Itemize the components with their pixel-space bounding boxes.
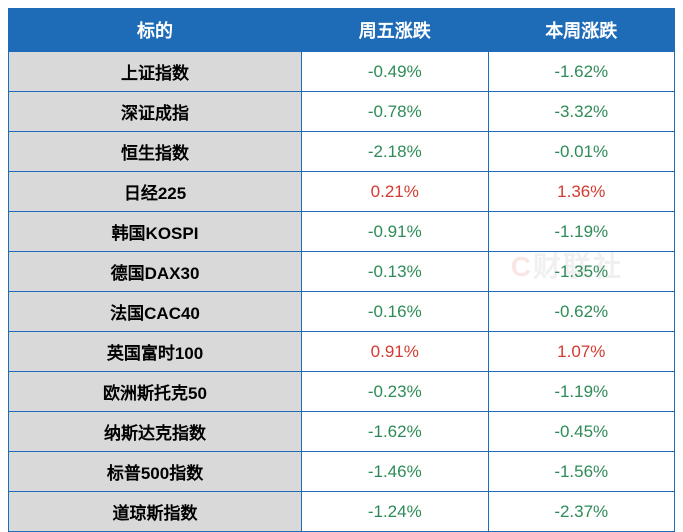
row-week: -0.62% xyxy=(488,292,675,332)
row-label: 韩国KOSPI xyxy=(9,212,302,252)
table-row: 上证指数-0.49%-1.62% xyxy=(9,52,675,92)
row-label: 上证指数 xyxy=(9,52,302,92)
row-week: -1.19% xyxy=(488,372,675,412)
table-row: 纳斯达克指数-1.62%-0.45% xyxy=(9,412,675,452)
row-label: 纳斯达克指数 xyxy=(9,412,302,452)
row-label: 英国富时100 xyxy=(9,332,302,372)
header-cell-2: 本周涨跌 xyxy=(488,9,675,52)
row-label: 日经225 xyxy=(9,172,302,212)
table-row: 日经2250.21%1.36% xyxy=(9,172,675,212)
row-week: -3.32% xyxy=(488,92,675,132)
table-row: 道琼斯指数-1.24%-2.37% xyxy=(9,492,675,532)
row-friday: -0.78% xyxy=(302,92,488,132)
table-row: 标普500指数-1.46%-1.56% xyxy=(9,452,675,492)
row-week: -1.62% xyxy=(488,52,675,92)
header-row: 标的 周五涨跌 本周涨跌 xyxy=(9,9,675,52)
table-row: 德国DAX30-0.13%-1.35% xyxy=(9,252,675,292)
row-week: -0.45% xyxy=(488,412,675,452)
table-row: 欧洲斯托克50-0.23%-1.19% xyxy=(9,372,675,412)
row-friday: -0.23% xyxy=(302,372,488,412)
row-label: 标普500指数 xyxy=(9,452,302,492)
row-label: 深证成指 xyxy=(9,92,302,132)
row-label: 欧洲斯托克50 xyxy=(9,372,302,412)
row-week: -2.37% xyxy=(488,492,675,532)
table-head: 标的 周五涨跌 本周涨跌 xyxy=(9,9,675,52)
header-cell-1: 周五涨跌 xyxy=(302,9,488,52)
row-friday: -2.18% xyxy=(302,132,488,172)
table-row: 英国富时1000.91%1.07% xyxy=(9,332,675,372)
row-label: 道琼斯指数 xyxy=(9,492,302,532)
row-friday: -0.13% xyxy=(302,252,488,292)
row-friday: -1.62% xyxy=(302,412,488,452)
row-week: 1.36% xyxy=(488,172,675,212)
row-friday: -0.16% xyxy=(302,292,488,332)
market-table: 标的 周五涨跌 本周涨跌 上证指数-0.49%-1.62%深证成指-0.78%-… xyxy=(8,8,675,532)
row-week: -0.01% xyxy=(488,132,675,172)
row-label: 恒生指数 xyxy=(9,132,302,172)
row-week: -1.35% xyxy=(488,252,675,292)
row-friday: 0.21% xyxy=(302,172,488,212)
table-body: 上证指数-0.49%-1.62%深证成指-0.78%-3.32%恒生指数-2.1… xyxy=(9,52,675,532)
row-label: 法国CAC40 xyxy=(9,292,302,332)
table-row: 恒生指数-2.18%-0.01% xyxy=(9,132,675,172)
row-friday: -1.24% xyxy=(302,492,488,532)
row-week: -1.56% xyxy=(488,452,675,492)
row-friday: -1.46% xyxy=(302,452,488,492)
row-week: 1.07% xyxy=(488,332,675,372)
table-row: 深证成指-0.78%-3.32% xyxy=(9,92,675,132)
header-cell-0: 标的 xyxy=(9,9,302,52)
row-friday: -0.49% xyxy=(302,52,488,92)
table-row: 法国CAC40-0.16%-0.62% xyxy=(9,292,675,332)
table-row: 韩国KOSPI-0.91%-1.19% xyxy=(9,212,675,252)
row-friday: 0.91% xyxy=(302,332,488,372)
row-friday: -0.91% xyxy=(302,212,488,252)
row-label: 德国DAX30 xyxy=(9,252,302,292)
row-week: -1.19% xyxy=(488,212,675,252)
